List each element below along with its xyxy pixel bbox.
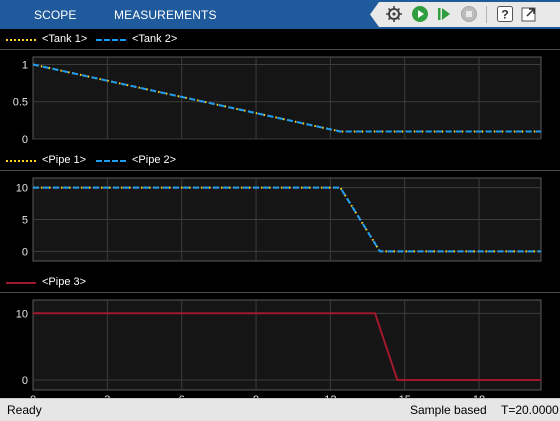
y-tick-label: 1	[22, 59, 28, 71]
legend-label: <Tank 2>	[132, 33, 178, 45]
legend-label: <Tank 1>	[42, 33, 88, 45]
quick-access-toolbar: ?	[370, 2, 560, 27]
x-tick-label: 6	[179, 394, 185, 398]
legend-line-red	[6, 282, 36, 284]
axes-tanks[interactable]: 00.51	[0, 50, 560, 150]
legend-pipes-1-2[interactable]: <Pipe 1> <Pipe 2>	[0, 150, 560, 171]
x-tick-label: 18	[473, 394, 485, 398]
x-tick-label: 15	[399, 394, 411, 398]
plot-background	[32, 299, 542, 391]
help-icon[interactable]: ?	[495, 4, 515, 24]
y-tick-label: 5	[22, 215, 28, 227]
status-time: T=20.0000	[501, 403, 559, 417]
x-tick-label: 0	[30, 394, 36, 398]
x-tick-label: 9	[253, 394, 259, 398]
plot-background	[32, 56, 542, 140]
undock-icon[interactable]	[519, 4, 539, 24]
y-tick-label: 0	[22, 375, 28, 387]
run-icon[interactable]	[410, 4, 430, 24]
step-forward-icon[interactable]	[434, 4, 454, 24]
x-tick-label: 12	[324, 394, 336, 398]
legend-item-pipe-3[interactable]: <Pipe 3>	[6, 272, 86, 292]
legend-tanks[interactable]: <Tank 1> <Tank 2>	[0, 29, 560, 50]
series-line	[33, 312, 541, 381]
toolbar: SCOPE MEASUREMENTS	[0, 0, 560, 29]
series-line	[32, 63, 541, 133]
status-mode: Sample based	[410, 403, 487, 417]
configure-icon[interactable]	[384, 4, 404, 24]
legend-label: <Pipe 3>	[42, 276, 87, 288]
legend-item-tank-1[interactable]: <Tank 1>	[6, 29, 88, 49]
y-tick-label: 0	[22, 246, 28, 258]
stop-icon[interactable]	[459, 4, 479, 24]
status-bar: Ready Sample based T=20.0000	[0, 398, 560, 421]
legend-line-yellow	[6, 39, 36, 41]
series-line	[33, 186, 541, 253]
svg-text:?: ?	[501, 8, 508, 22]
legend-item-pipe-2[interactable]: <Pipe 2>	[96, 150, 186, 170]
plot-area: <Tank 1> <Tank 2> 0 0.5 1 <Pipe 1> <Pipe 2…	[0, 29, 560, 398]
separator	[486, 6, 487, 23]
axes-pipe-3[interactable]: 0 10 0 3 6 9 12 15 18	[0, 293, 560, 398]
status-ready: Ready	[7, 403, 42, 417]
legend-item-pipe-1[interactable]: <Pipe 1>	[6, 150, 86, 170]
legend-label: <Pipe 1>	[42, 154, 87, 166]
y-tick-label: 10	[16, 308, 28, 320]
legend-label: <Pipe 2>	[132, 154, 177, 166]
legend-line-blue	[96, 39, 126, 41]
legend-item-tank-2[interactable]: <Tank 2>	[96, 29, 186, 49]
x-tick-label: 3	[104, 394, 110, 398]
axes-pipes-1-2[interactable]: 0 5 10	[0, 171, 560, 271]
y-tick-label: 0	[22, 134, 28, 146]
tab-measurements[interactable]: MEASUREMENTS	[114, 8, 217, 22]
y-tick-label: 0.5	[13, 97, 28, 109]
legend-line-blue	[96, 160, 126, 162]
y-tick-label: 10	[16, 183, 28, 195]
legend-pipe-3[interactable]: <Pipe 3>	[0, 272, 560, 293]
legend-line-yellow	[6, 160, 36, 162]
tab-scope[interactable]: SCOPE	[34, 8, 77, 22]
